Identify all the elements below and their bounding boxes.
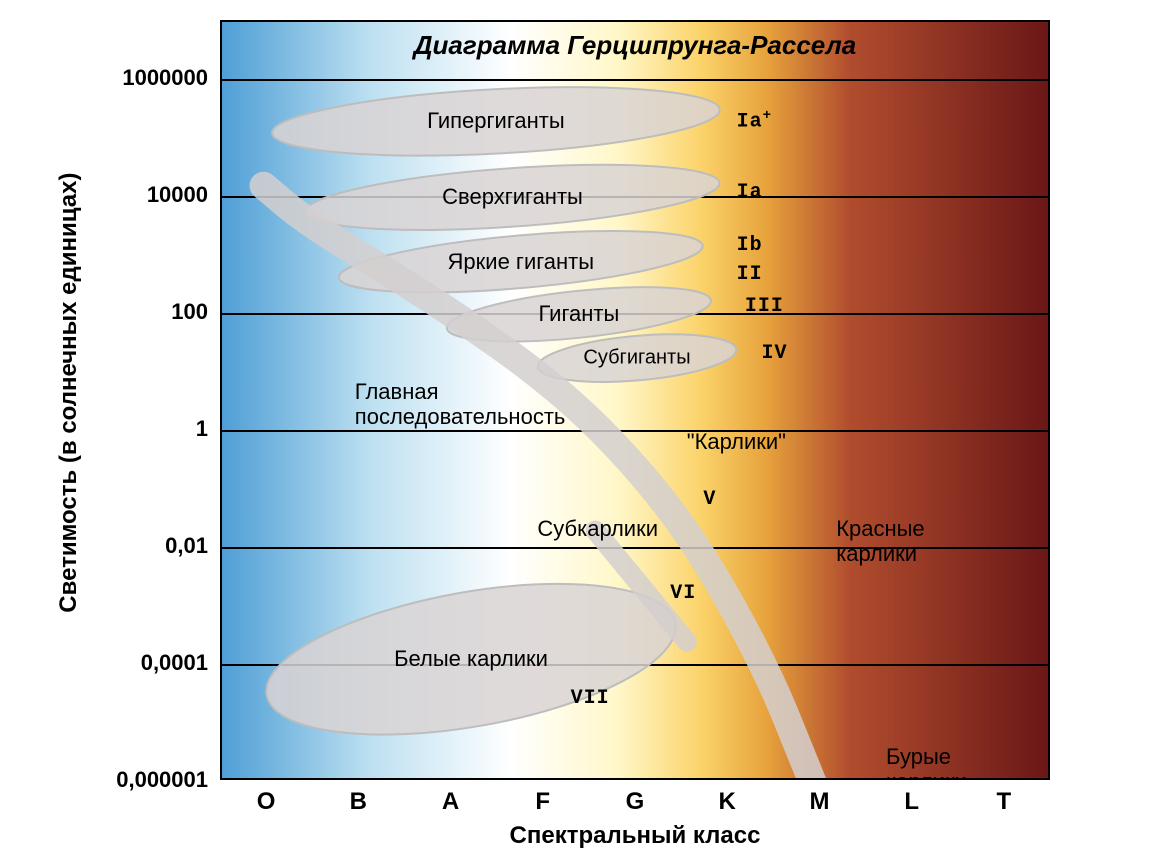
- diagram-title: Диаграмма Герцшпрунга-Рассела: [222, 30, 1048, 61]
- y-tick-label: 100: [0, 299, 208, 325]
- y-tick-label: 0,0001: [0, 650, 208, 676]
- annotation-class-II: II: [737, 264, 763, 286]
- y-tick-label: 1: [0, 416, 208, 442]
- x-tick-label: G: [615, 788, 655, 816]
- x-tick-label: K: [707, 788, 747, 816]
- annotation-brown-dwarfs: Бурыекарлики: [886, 745, 967, 780]
- annotation-class-Ia: Ia: [737, 182, 763, 204]
- ellipse-label-supergiants: Сверхгиганты: [442, 184, 583, 210]
- ellipse-label-white-dwarfs: Белые карлики: [394, 646, 548, 672]
- ellipse-label-bright-giants: Яркие гиганты: [448, 249, 595, 275]
- x-tick-label: A: [431, 788, 471, 816]
- x-tick-label: O: [246, 788, 286, 816]
- y-tick-label: 0,01: [0, 533, 208, 559]
- ellipse-label-giants: Гиганты: [539, 301, 620, 327]
- y-tick-label: 1000000: [0, 65, 208, 91]
- hr-diagram-plot: Гипергиганты Сверхгиганты Яркие гиганты Гиг…: [220, 20, 1050, 780]
- annotation-class-VI: VI: [670, 583, 696, 605]
- ellipse-label-hypergiants: Гипергиганты: [427, 108, 564, 134]
- y-tick-label: 10000: [0, 182, 208, 208]
- annotation-class-III: III: [745, 296, 784, 318]
- x-tick-label: F: [523, 788, 563, 816]
- x-tick-label: L: [892, 788, 932, 816]
- x-tick-label: M: [799, 788, 839, 816]
- annotation-class-IV: IV: [762, 343, 788, 365]
- x-tick-label: T: [984, 788, 1024, 816]
- ellipse-label-subgiants: Субгиганты: [583, 347, 690, 370]
- annotation-dwarfs-quote: "Карлики": [687, 430, 786, 454]
- annotation-red-dwarfs: Красныекарлики: [836, 517, 924, 565]
- annotation-class-Ib: Ib: [737, 235, 763, 257]
- curves-layer: [222, 22, 1050, 780]
- y-tick-label: 0,000001: [0, 767, 208, 793]
- annotation-class-V: V: [703, 489, 716, 511]
- annotation-class-Ia-plus: Ia+: [737, 109, 772, 134]
- x-axis-label: Спектральный класс: [220, 822, 1050, 850]
- annotation-class-VII: VII: [571, 688, 610, 710]
- annotation-subdwarfs: Субкарлики: [537, 517, 658, 541]
- label-main-sequence: Главнаяпоследовательность: [355, 379, 566, 430]
- x-tick-label: B: [338, 788, 378, 816]
